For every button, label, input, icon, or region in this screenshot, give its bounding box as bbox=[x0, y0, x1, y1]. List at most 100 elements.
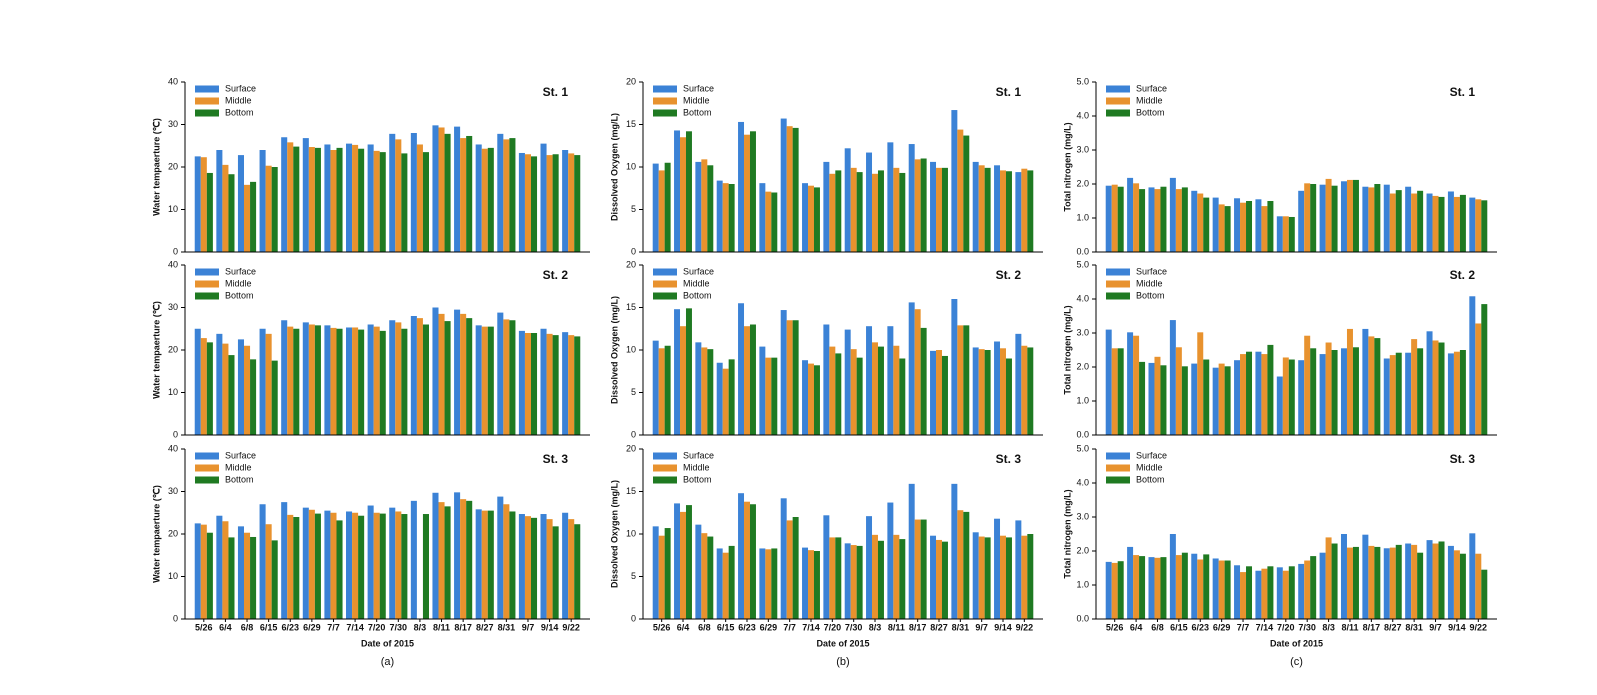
bar bbox=[1224, 206, 1231, 252]
bar bbox=[951, 299, 958, 435]
bar bbox=[1015, 520, 1022, 619]
bar bbox=[707, 165, 714, 252]
bar bbox=[194, 156, 201, 252]
bar bbox=[652, 526, 659, 619]
legend-label: Surface bbox=[1136, 266, 1167, 276]
bar bbox=[728, 184, 735, 252]
bar bbox=[652, 163, 659, 252]
bar bbox=[1475, 323, 1482, 435]
bar bbox=[1117, 561, 1124, 619]
bar bbox=[1288, 359, 1295, 435]
bar bbox=[1133, 183, 1140, 252]
x-tick-label: 7/30 bbox=[1298, 622, 1316, 632]
x-tick-label: 6/15 bbox=[1170, 622, 1188, 632]
bar bbox=[978, 165, 985, 252]
x-tick-label: 9/14 bbox=[1448, 622, 1466, 632]
x-axis-label: Date of 2015 bbox=[816, 638, 869, 648]
legend-label: Bottom bbox=[1136, 107, 1165, 117]
bar bbox=[444, 506, 451, 619]
bar bbox=[786, 320, 793, 435]
bar bbox=[1224, 560, 1231, 619]
bar bbox=[293, 146, 300, 252]
legend-swatch bbox=[653, 292, 677, 300]
bar bbox=[1160, 365, 1167, 435]
bar bbox=[336, 520, 343, 619]
bar bbox=[503, 139, 510, 252]
legend-swatch bbox=[653, 452, 677, 460]
y-tick-label: 10 bbox=[626, 344, 636, 354]
x-tick-label: 6/23 bbox=[1191, 622, 1209, 632]
bar bbox=[460, 313, 467, 435]
bar bbox=[1282, 216, 1289, 252]
bar bbox=[1459, 194, 1466, 252]
bar bbox=[1255, 199, 1262, 252]
bar bbox=[308, 147, 315, 252]
bar bbox=[422, 324, 429, 435]
bar bbox=[759, 346, 766, 435]
bar bbox=[759, 548, 766, 619]
bar bbox=[664, 162, 671, 252]
x-tick-label: 8/27 bbox=[930, 622, 948, 632]
legend-label: Surface bbox=[225, 450, 256, 460]
bar bbox=[1405, 543, 1412, 619]
bar bbox=[460, 499, 467, 619]
bar bbox=[1325, 178, 1332, 252]
bar bbox=[1331, 543, 1338, 619]
bar bbox=[1191, 553, 1198, 619]
bar bbox=[786, 126, 793, 252]
bar bbox=[1175, 347, 1182, 435]
bar bbox=[1352, 546, 1359, 619]
legend-swatch bbox=[1106, 85, 1130, 93]
bar bbox=[1389, 193, 1396, 252]
y-tick-label: 1.0 bbox=[1076, 579, 1089, 589]
bar bbox=[466, 318, 473, 435]
bar bbox=[1267, 201, 1274, 252]
bar bbox=[1139, 556, 1146, 619]
bar bbox=[330, 150, 337, 252]
bar bbox=[330, 512, 337, 619]
bar bbox=[914, 519, 921, 619]
bar bbox=[1133, 335, 1140, 435]
bar bbox=[887, 502, 894, 619]
bar bbox=[1453, 550, 1460, 619]
y-tick-label: 0.0 bbox=[1076, 613, 1089, 623]
bar bbox=[1405, 352, 1412, 435]
bar bbox=[1154, 557, 1161, 619]
bar bbox=[1105, 329, 1112, 435]
bar bbox=[850, 167, 857, 252]
bar bbox=[936, 350, 942, 435]
bar bbox=[1288, 216, 1295, 252]
legend-swatch bbox=[653, 280, 677, 288]
x-tick-label: 8/11 bbox=[433, 622, 450, 632]
y-tick-label: 15 bbox=[626, 302, 636, 312]
bar bbox=[487, 326, 494, 435]
x-tick-label: 6/15 bbox=[260, 622, 278, 632]
bar bbox=[1203, 554, 1210, 619]
bar bbox=[1453, 196, 1460, 252]
y-tick-label: 15 bbox=[626, 119, 636, 129]
bar bbox=[1027, 170, 1034, 252]
legend-swatch bbox=[1106, 464, 1130, 472]
bar bbox=[1340, 348, 1347, 435]
bar bbox=[530, 156, 538, 252]
bar bbox=[367, 505, 374, 619]
bar bbox=[1438, 196, 1445, 252]
bar bbox=[1298, 190, 1305, 252]
bar bbox=[701, 159, 708, 252]
x-tick-label: 7/14 bbox=[1256, 622, 1274, 632]
bar bbox=[808, 550, 814, 619]
bar bbox=[1169, 177, 1176, 252]
bar bbox=[957, 129, 964, 252]
bar bbox=[432, 307, 439, 435]
bar bbox=[1319, 552, 1326, 619]
bar bbox=[749, 504, 756, 619]
x-tick-label: 8/3 bbox=[414, 622, 427, 632]
bar bbox=[1304, 335, 1311, 435]
bar bbox=[1374, 546, 1381, 619]
bar bbox=[222, 343, 229, 435]
bar bbox=[792, 320, 799, 435]
y-tick-label: 0.0 bbox=[1076, 429, 1089, 439]
bar bbox=[744, 326, 750, 435]
bar bbox=[1021, 535, 1028, 619]
bar bbox=[823, 515, 830, 619]
